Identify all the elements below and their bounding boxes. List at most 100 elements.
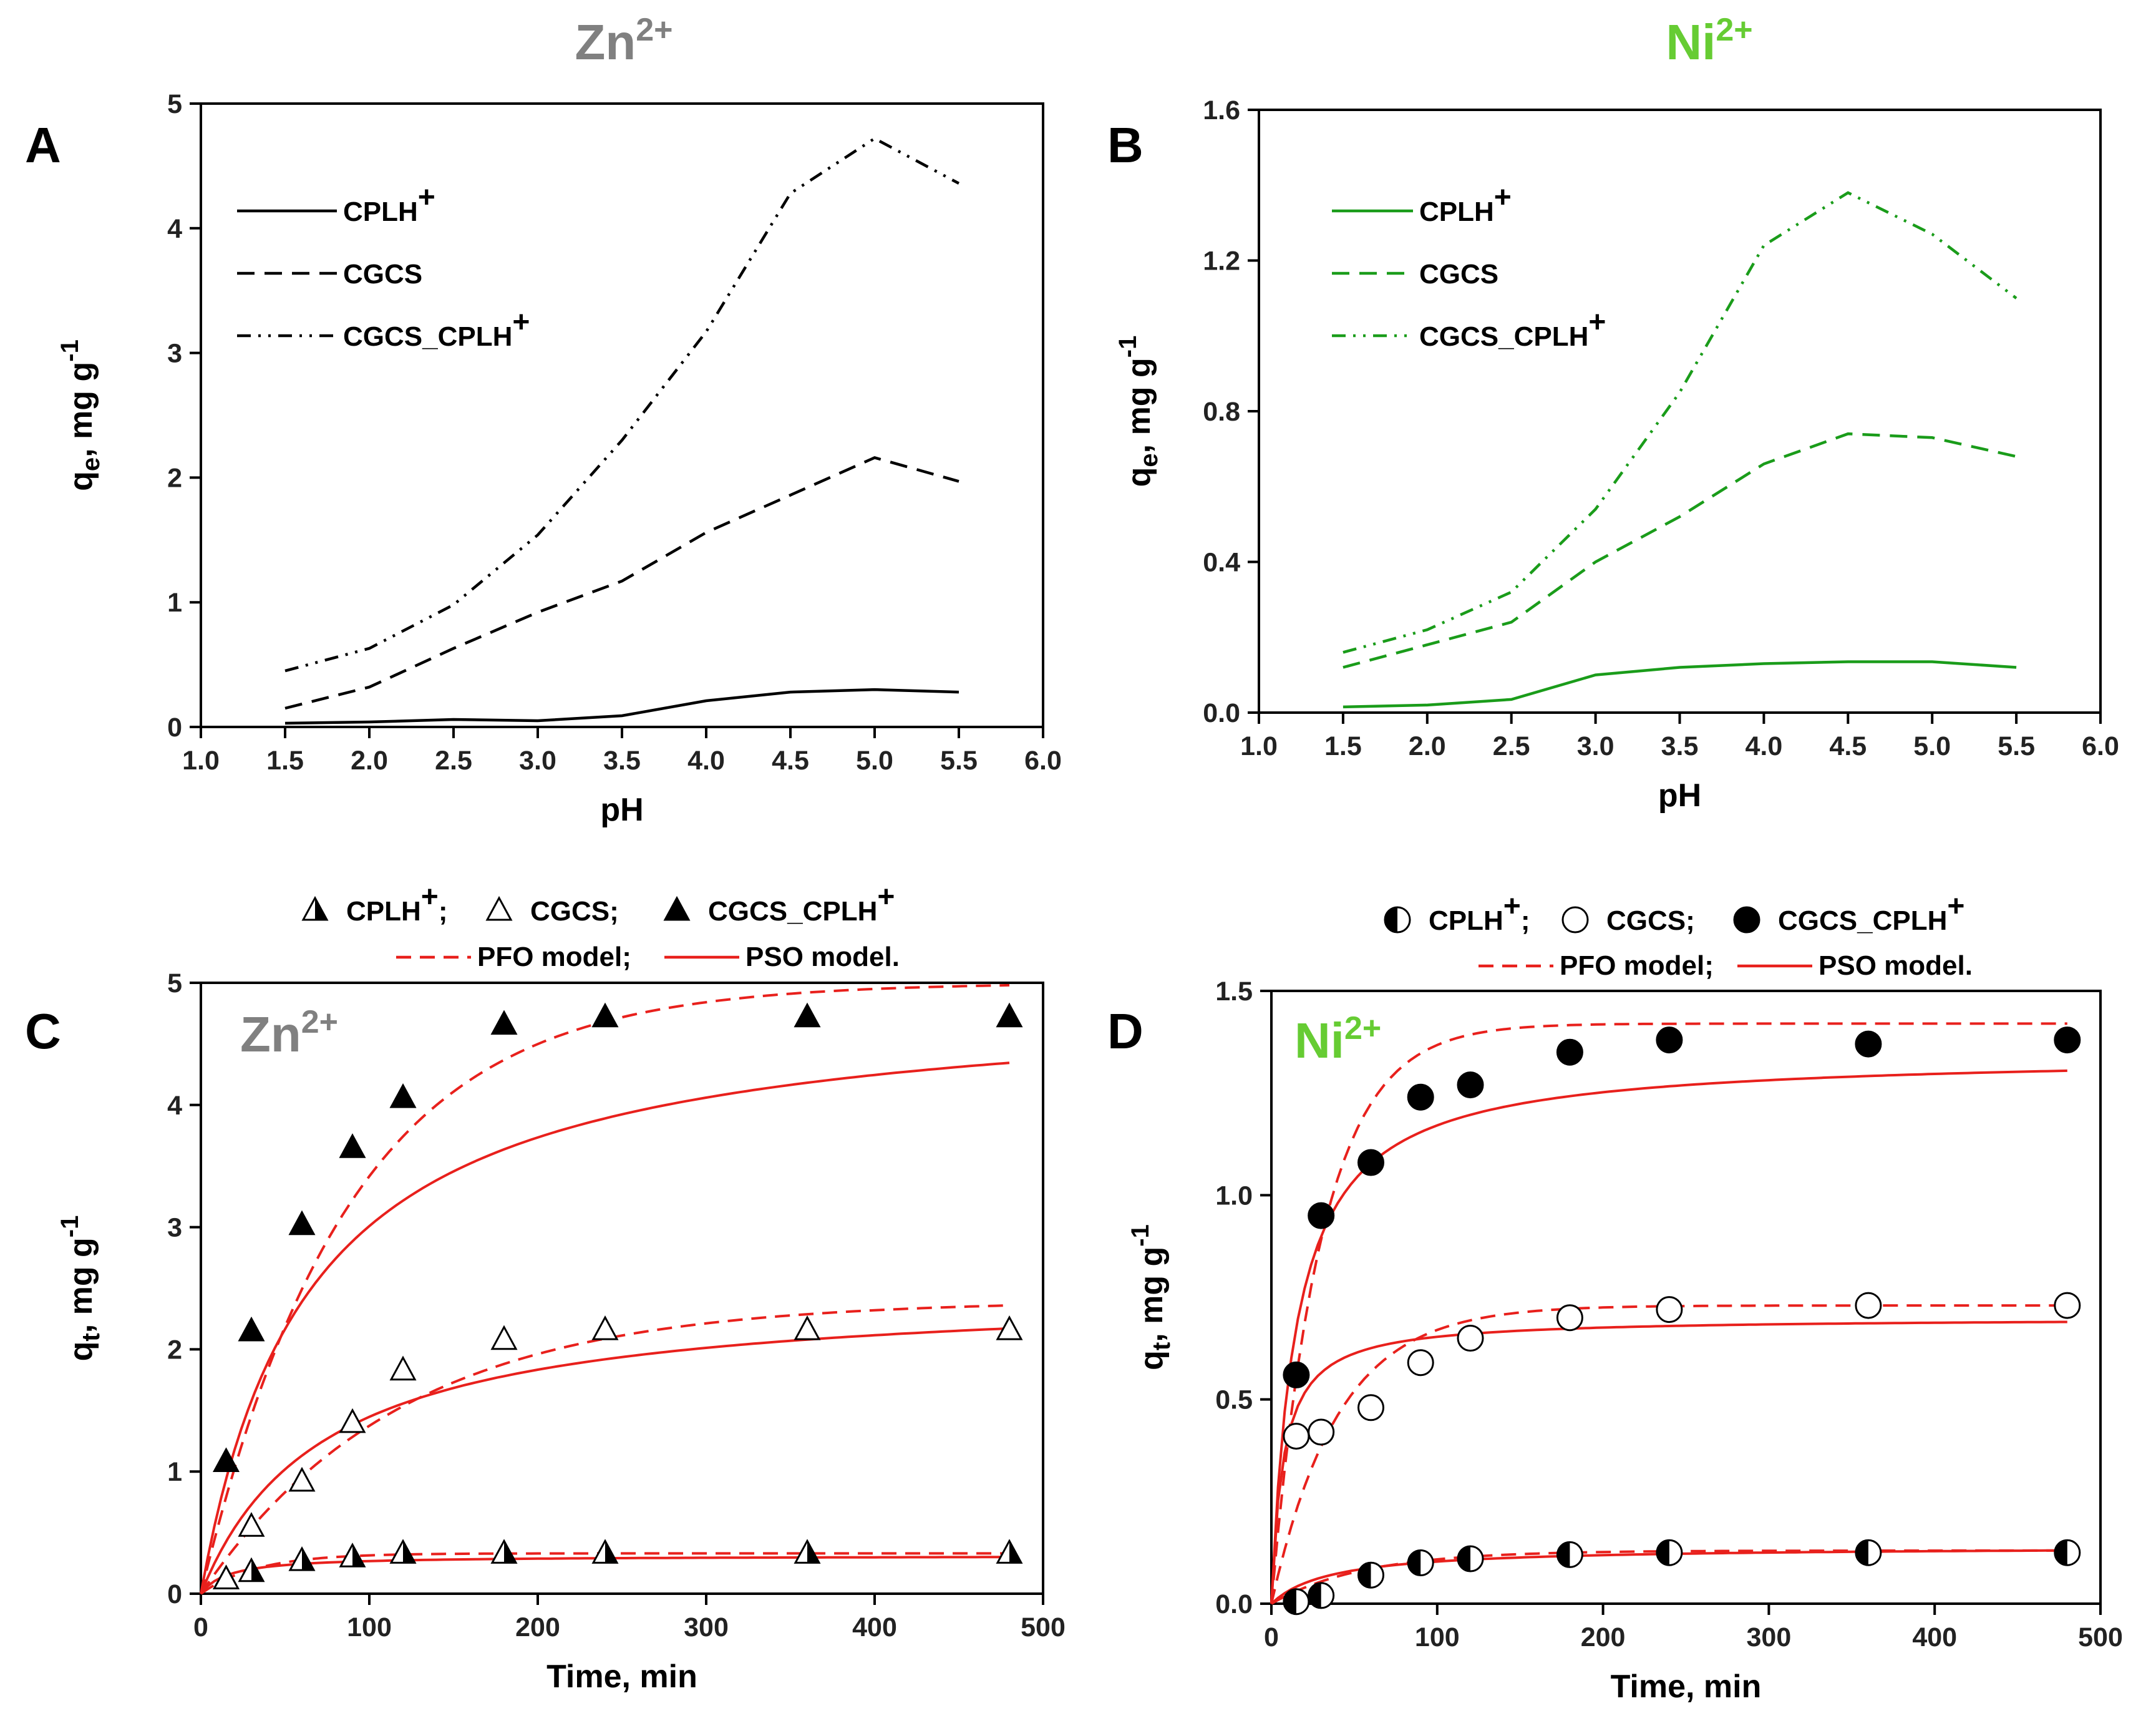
- data-point-circle-half: [2054, 1539, 2081, 1566]
- data-point-circle-open: [1357, 1394, 1384, 1421]
- title-element: Ni: [1294, 1013, 1344, 1068]
- x-axis-label: Time, min: [1611, 1669, 1762, 1705]
- data-point-circle-open: [1556, 1304, 1583, 1332]
- y-axis-label: qe, mg g-1: [56, 339, 105, 491]
- x-tick-label: 3.0: [1577, 731, 1615, 761]
- legend-label-name: CGCS_CPLH: [343, 321, 512, 352]
- marker-half-fill: [1308, 1582, 1321, 1608]
- pso-model-curve: [1270, 1320, 2067, 1604]
- marker-shape: [339, 1408, 366, 1433]
- marker-half-fill: [403, 1541, 415, 1563]
- data-point-circle-filled: [1283, 1361, 1310, 1388]
- legend-label-name: CGCS_CPLH: [1419, 321, 1588, 352]
- data-point-circle-half: [1407, 1549, 1434, 1576]
- y-tick-label: 1.2: [1203, 246, 1240, 276]
- y-tick-label: 2: [167, 463, 182, 493]
- data-point-circle-open: [2054, 1292, 2081, 1319]
- plot-frame: [200, 982, 1044, 1595]
- x-tick-label: 500: [1021, 1612, 1066, 1642]
- pso-model-curve: [1270, 1069, 2067, 1604]
- y-axis-label-exponent: -1: [1114, 336, 1142, 358]
- y-tick-label: 2: [167, 1335, 182, 1365]
- legend-model-label: PFO model;: [1560, 950, 1714, 981]
- marker-shape: [1855, 1030, 1882, 1058]
- marker-half-fill: [315, 898, 327, 920]
- marker-half-fill: [302, 1548, 314, 1571]
- data-point-circle-open: [1457, 1325, 1484, 1352]
- y-axis-label-main: q: [1121, 467, 1157, 487]
- marker-shape: [339, 1133, 366, 1158]
- legend-model-label: PFO model;: [477, 942, 631, 972]
- y-tick-label: 3: [167, 1213, 182, 1243]
- title-charge: 2+: [1716, 12, 1752, 48]
- marker-shape: [1457, 1325, 1484, 1352]
- x-tick-label: 200: [1581, 1622, 1626, 1652]
- data-point-triangle-open: [794, 1315, 821, 1340]
- y-axis-label-unit: , mg g: [63, 1237, 99, 1333]
- legend-label-charge: +: [877, 880, 895, 914]
- data-point-circle-filled: [1457, 1071, 1484, 1099]
- data-point-circle-filled: [1556, 1038, 1583, 1066]
- marker-shape: [591, 1315, 619, 1340]
- x-tick-label: 5.5: [940, 746, 978, 776]
- y-axis-label-unit: , mg g: [1134, 1247, 1170, 1342]
- data-point-circle-half: [1457, 1545, 1484, 1572]
- y-tick-label: 1.0: [1215, 1181, 1253, 1211]
- marker-shape: [1733, 906, 1760, 934]
- data-point-triangle-open: [288, 1466, 316, 1492]
- legend-label-charge: +: [1494, 181, 1512, 214]
- legend-label-name: CGCS: [1419, 259, 1498, 290]
- legend-label-name: CPLH: [346, 896, 421, 927]
- marker-half-fill: [504, 1541, 516, 1563]
- data-point-circle-filled: [1308, 1202, 1335, 1229]
- panel-a: 1.0 1.5 2.0 2.5 3.0 3.5 4.0 4.5 5.0 5.5 6.0 0 1 2 3 4 5 p…: [25, 12, 1062, 828]
- data-point-triangle-filled: [212, 1447, 240, 1472]
- y-tick-label: 5: [167, 968, 182, 998]
- y-tick-label: 0.0: [1203, 698, 1240, 728]
- data-point-circle-open: [1407, 1349, 1434, 1377]
- x-tick-label: 300: [684, 1612, 729, 1642]
- data-point-circle-half: [1357, 1561, 1384, 1589]
- y-tick-label: 4: [167, 1091, 182, 1121]
- marker-shape: [794, 1002, 821, 1028]
- marker-shape: [591, 1002, 619, 1028]
- legend-marker-triangle-open: [485, 895, 513, 921]
- data-point-triangle-filled: [996, 1002, 1023, 1028]
- data-point-triangle-half: [288, 1546, 316, 1571]
- legend-separator: ;: [439, 896, 448, 927]
- legend-label-charge: +: [1503, 890, 1521, 923]
- legend-label-charge: +: [1588, 306, 1606, 339]
- series-line-cplh: [1343, 660, 2017, 709]
- x-tick-label: 2.0: [1409, 731, 1446, 761]
- legend-label: CGCS;: [530, 896, 619, 927]
- legend-label-name: CGCS_CPLH: [1778, 905, 1947, 936]
- legend-label: CPLH+;: [346, 880, 447, 927]
- x-tick-label: 1.5: [1324, 731, 1362, 761]
- y-tick-label: 4: [167, 214, 182, 244]
- x-tick-label: 4.5: [772, 746, 809, 776]
- marker-shape: [212, 1564, 240, 1589]
- legend-label: CGCS_CPLH+: [1419, 306, 1606, 352]
- panel-title: Zn2+: [575, 12, 673, 70]
- marker-shape: [288, 1466, 316, 1492]
- pfo-model-curve: [1270, 1022, 2067, 1604]
- marker-shape: [238, 1512, 265, 1537]
- legend-label: CGCS;: [1606, 905, 1695, 936]
- data-point-triangle-half: [339, 1543, 366, 1567]
- series-line-cgcs-cplh: [1343, 191, 2018, 654]
- x-tick-label: 300: [1747, 1622, 1792, 1652]
- marker-shape: [996, 1315, 1023, 1340]
- legend-label: CPLH+: [1419, 181, 1512, 227]
- series-line-cgcs: [1343, 432, 2017, 669]
- legend-label-name: CPLH: [343, 197, 418, 227]
- data-point-triangle-filled: [238, 1316, 265, 1342]
- title-element: Zn: [575, 14, 636, 70]
- legend-model-label: PSO model.: [1819, 950, 1973, 981]
- legend-label: CGCS_CPLH+: [1778, 890, 1964, 936]
- legend-marker-circle-filled: [1733, 906, 1760, 934]
- legend-separator: ;: [1521, 905, 1530, 936]
- x-tick-label: 3.0: [519, 746, 556, 776]
- legend-label-name: CGCS: [343, 259, 422, 290]
- legend-label: CPLH+;: [1429, 890, 1530, 936]
